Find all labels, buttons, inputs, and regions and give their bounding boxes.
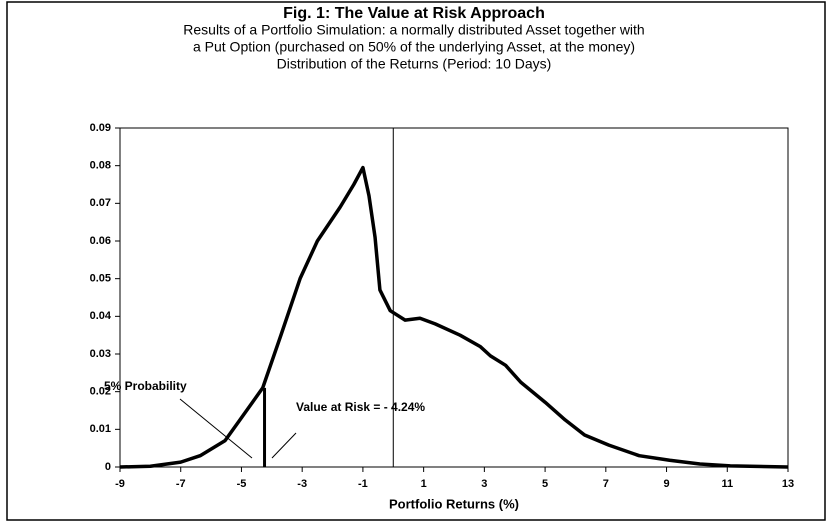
annotation-pointer	[179, 398, 253, 459]
y-tick-label: 0.05	[90, 273, 111, 285]
plot-frame	[119, 127, 789, 468]
subtitle: Distribution of the Returns (Period: 10 …	[277, 56, 552, 72]
x-tick-label: 7	[603, 478, 609, 490]
y-tick-label: 0.06	[90, 235, 111, 247]
x-axis-label: Portfolio Returns (%)	[389, 496, 519, 511]
annotation-pointer	[271, 432, 297, 459]
y-tick-label: 0.04	[90, 310, 112, 322]
x-tick-label: -1	[358, 478, 368, 490]
x-tick-label: 3	[481, 478, 487, 490]
x-tick-label: -7	[176, 478, 186, 490]
y-tick-label: 0.07	[90, 197, 111, 209]
x-tick-label: -3	[297, 478, 307, 490]
annotation: 5% Probability	[104, 379, 187, 393]
x-tick-label: 5	[542, 478, 548, 490]
y-tick-label: 0.08	[90, 160, 111, 172]
chart-title: Fig. 1: The Value at Risk Approach	[283, 5, 545, 22]
y-tick-label: 0	[105, 461, 111, 473]
x-tick-label: 1	[421, 478, 427, 490]
x-tick-label: -5	[237, 478, 247, 490]
x-tick-label: 11	[721, 478, 733, 490]
y-tick-label: 0.09	[90, 122, 111, 134]
subtitle: Results of a Portfolio Simulation: a nor…	[183, 22, 644, 38]
annotation: Value at Risk = - 4.24%	[296, 400, 425, 414]
y-tick-label: 0.01	[90, 423, 111, 435]
x-tick-label: 9	[663, 478, 669, 490]
y-tick-label: 0.02	[90, 386, 111, 398]
x-tick-label: -9	[115, 478, 125, 490]
series-line	[119, 165, 789, 469]
figure-frame	[6, 1, 826, 521]
subtitle: a Put Option (purchased on 50% of the un…	[193, 39, 635, 55]
y-tick-label: 0.03	[90, 348, 111, 360]
x-tick-label: 13	[782, 478, 794, 490]
